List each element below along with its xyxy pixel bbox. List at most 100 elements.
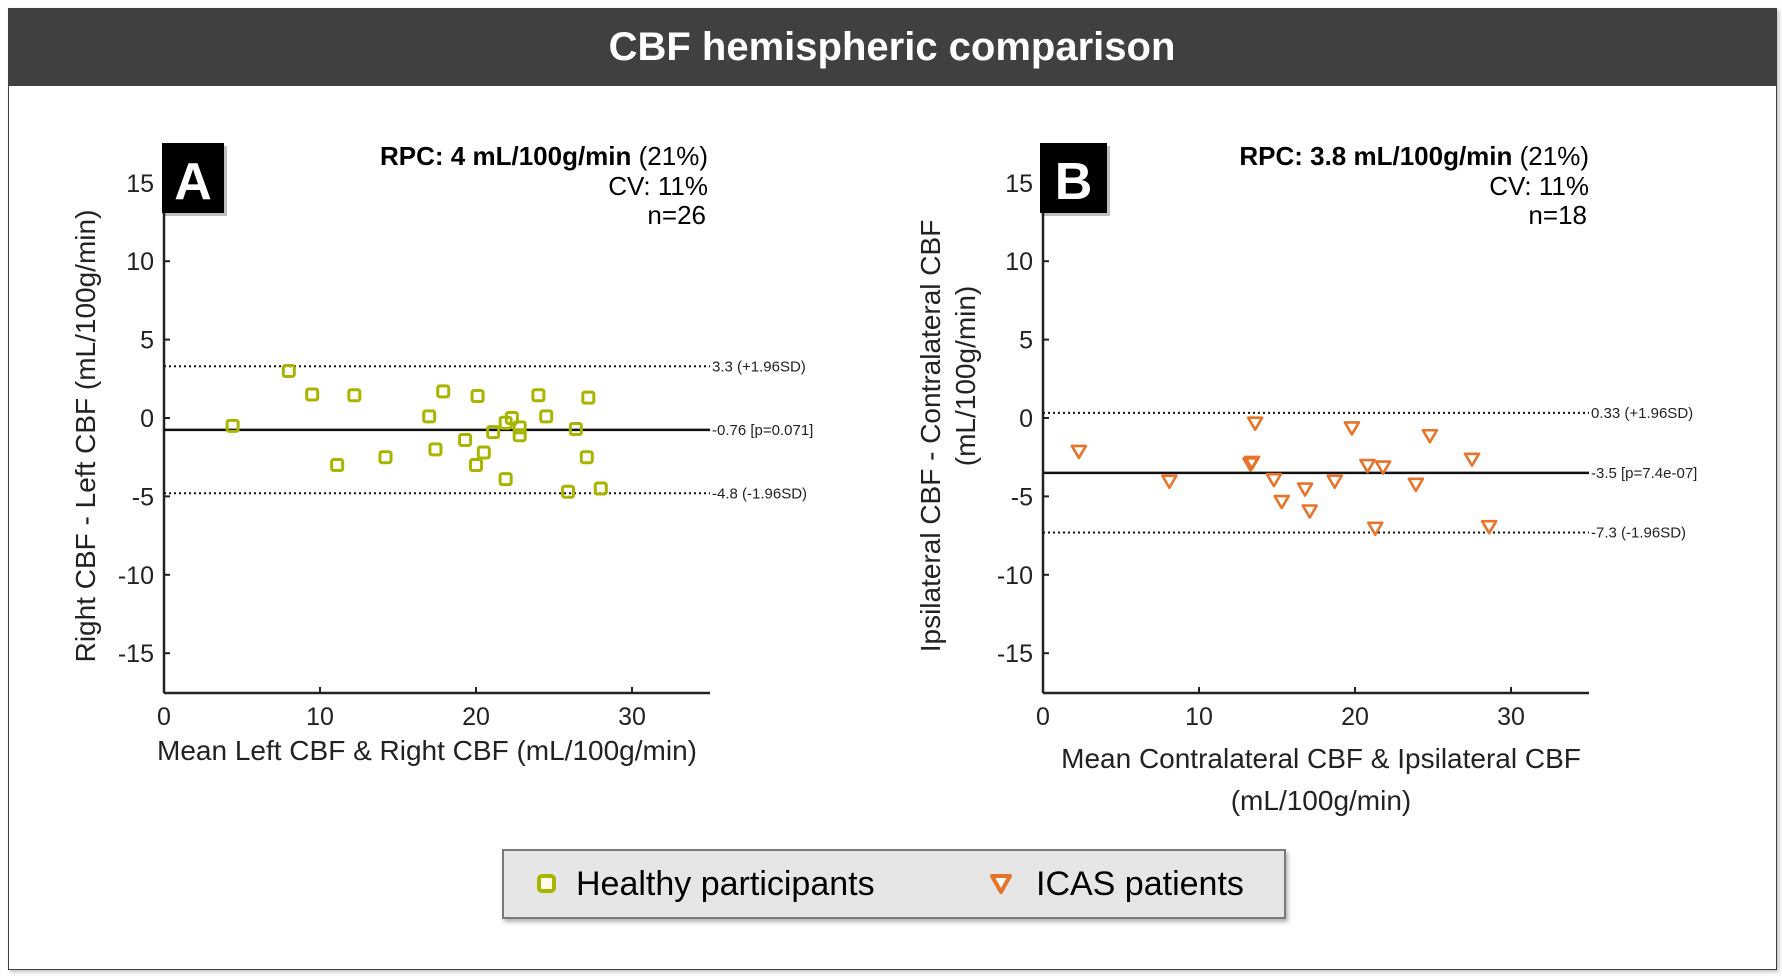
data-point-square bbox=[469, 458, 483, 473]
data-point-triangle bbox=[1326, 474, 1344, 490]
data-point-square bbox=[568, 421, 583, 436]
x-tick-label: 30 bbox=[1497, 703, 1525, 731]
rpc-value: RPC: 3.8 mL/100g/min bbox=[1239, 141, 1519, 171]
data-point-square bbox=[428, 442, 443, 457]
data-point-square bbox=[225, 418, 240, 433]
data-point-triangle bbox=[1161, 474, 1178, 490]
y-tick-label: 0 bbox=[1019, 405, 1033, 433]
data-point-square bbox=[330, 458, 345, 473]
data-point-square bbox=[581, 390, 596, 405]
x-tick-label: 10 bbox=[1185, 703, 1213, 731]
data-point-square bbox=[470, 389, 485, 404]
lower-limit-label: -4.8 (-1.96SD) bbox=[712, 485, 807, 502]
data-point-square bbox=[504, 411, 519, 425]
cv-stat: CV: 11% bbox=[608, 171, 708, 201]
data-point-square bbox=[378, 450, 393, 465]
data-point-square bbox=[579, 450, 594, 465]
panel-letter-box bbox=[162, 143, 224, 213]
y-tick-label: 0 bbox=[140, 405, 154, 433]
x-axis-label: Mean Contralateral CBF & Ipsilateral CBF bbox=[1061, 743, 1581, 774]
y-tick-label: -5 bbox=[1011, 483, 1033, 511]
data-point-triangle bbox=[1374, 460, 1392, 475]
data-point-triangle bbox=[1246, 416, 1264, 432]
data-point-square bbox=[347, 388, 362, 403]
y-tick-label: -10 bbox=[997, 562, 1033, 590]
upper-limit-label: 0.33 (+1.96SD) bbox=[1591, 405, 1693, 422]
data-point-square bbox=[512, 428, 527, 443]
x-tick-label: 0 bbox=[1036, 703, 1050, 731]
data-point-square bbox=[476, 445, 491, 460]
data-point-triangle bbox=[1343, 421, 1361, 436]
y-axis-label: Right CBF - Left CBF (mL/100g/min) bbox=[70, 210, 101, 663]
data-point-square bbox=[486, 425, 501, 440]
data-point-square bbox=[458, 432, 473, 447]
data-point-square bbox=[531, 388, 546, 403]
n-stat: n=26 bbox=[647, 200, 706, 230]
x-tick-label: 20 bbox=[462, 703, 490, 731]
data-point-triangle bbox=[1366, 521, 1384, 537]
rpc-value: RPC: 4 mL/100g/min bbox=[380, 141, 639, 171]
y-tick-label: -5 bbox=[132, 483, 154, 511]
x-tick-label: 30 bbox=[618, 703, 646, 731]
data-point-square bbox=[593, 481, 608, 496]
legend-triangle-marker-icon bbox=[990, 874, 1012, 894]
figure-frame bbox=[8, 8, 1777, 970]
data-point-square bbox=[561, 484, 576, 499]
y-tick-label: 5 bbox=[140, 327, 154, 355]
y-tick-label: -15 bbox=[118, 640, 154, 668]
data-point-square bbox=[539, 409, 554, 424]
rpc-percent: (21%) bbox=[1520, 141, 1589, 171]
x-tick-label: 20 bbox=[1341, 703, 1369, 731]
legend-label-healthy: Healthy participants bbox=[576, 865, 875, 903]
data-point-triangle bbox=[1265, 472, 1283, 488]
y-tick-label: 15 bbox=[1005, 170, 1033, 198]
data-point-triangle bbox=[1296, 482, 1314, 497]
data-point-square bbox=[436, 384, 451, 399]
x-axis-label: Mean Left CBF & Right CBF (mL/100g/min) bbox=[157, 735, 697, 766]
panel-letter-a: A bbox=[174, 153, 212, 211]
x-tick-label: 0 bbox=[157, 703, 171, 731]
data-point-triangle bbox=[1421, 428, 1439, 444]
y-axis-label-units: (mL/100g/min) bbox=[950, 286, 981, 467]
rpc-stat: RPC: 4 mL/100g/min (21%) bbox=[380, 141, 708, 171]
rpc-percent: (21%) bbox=[639, 141, 708, 171]
panel-b: 15 10 5 0 -5 -10 -15 0 10 20 30 Ipsilateral CBF - C… bbox=[915, 141, 1697, 816]
data-point-triangle bbox=[1273, 494, 1290, 510]
x-tick-label: 10 bbox=[306, 703, 334, 731]
panel-letter-box bbox=[1040, 143, 1107, 213]
x-axis-label-units: (mL/100g/min) bbox=[1231, 785, 1412, 816]
n-stat: n=18 bbox=[1528, 200, 1587, 230]
data-point-square bbox=[305, 387, 320, 402]
legend-square-marker-icon bbox=[537, 874, 556, 893]
mean-difference-label: -3.5 [p=7.4e-07] bbox=[1591, 465, 1697, 482]
y-axis-label: Ipsilateral CBF - Contralateral CBF bbox=[915, 220, 946, 653]
rpc-stat: RPC: 3.8 mL/100g/min (21%) bbox=[1239, 141, 1589, 171]
data-point-triangle bbox=[1480, 519, 1498, 535]
data-point-triangle bbox=[1070, 444, 1088, 460]
legend-label-icas: ICAS patients bbox=[1036, 865, 1244, 903]
y-tick-label: 10 bbox=[1005, 248, 1033, 276]
data-point-square bbox=[281, 363, 296, 378]
mean-difference-label: -0.76 [p=0.071] bbox=[712, 422, 813, 439]
data-point-triangle bbox=[1301, 504, 1319, 519]
y-tick-label: -10 bbox=[118, 562, 154, 590]
panel-letter-b: B bbox=[1055, 153, 1093, 211]
data-point-square bbox=[422, 409, 437, 424]
data-point-square bbox=[498, 472, 513, 487]
data-point-triangle bbox=[1359, 458, 1376, 474]
cv-stat: CV: 11% bbox=[1489, 171, 1589, 201]
data-point-triangle bbox=[1463, 452, 1481, 468]
y-tick-label: 15 bbox=[126, 170, 154, 198]
legend: Healthy participants ICAS patients bbox=[502, 849, 1286, 919]
upper-limit-label: 3.3 (+1.96SD) bbox=[712, 358, 806, 375]
figure-title: CBF hemispheric comparison bbox=[8, 8, 1776, 86]
data-point-triangle bbox=[1407, 477, 1425, 493]
y-tick-label: 5 bbox=[1019, 327, 1033, 355]
panel-a: 15 10 5 0 -5 -10 -15 0 10 20 30 Right CBF - Left CB… bbox=[70, 141, 813, 766]
data-point-square bbox=[512, 420, 527, 435]
y-tick-label: 10 bbox=[126, 248, 154, 276]
y-tick-label: -15 bbox=[997, 640, 1033, 668]
lower-limit-label: -7.3 (-1.96SD) bbox=[1591, 524, 1686, 541]
data-point-triangle bbox=[1243, 455, 1261, 471]
